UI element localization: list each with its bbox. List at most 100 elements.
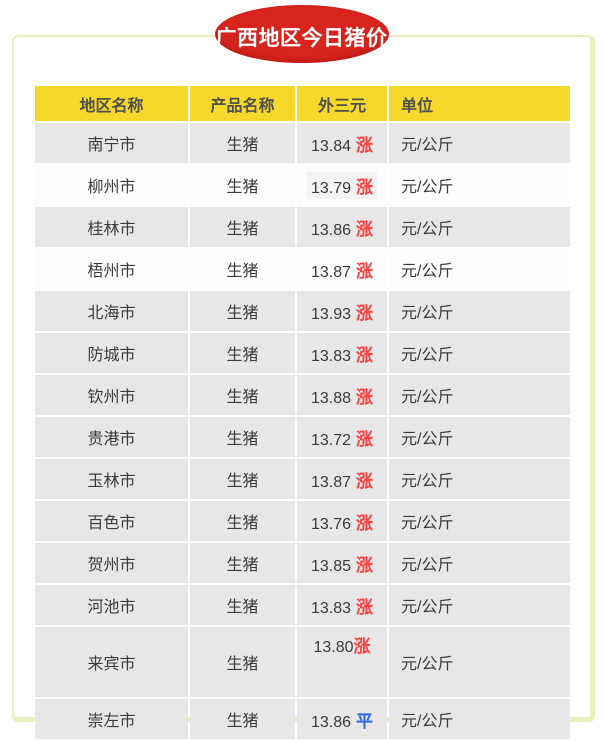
price-cell: 13.86 平 [297, 699, 387, 739]
trend-badge: 涨 [356, 177, 374, 197]
price-value-group: 13.79 涨 [306, 171, 378, 199]
unit-cell: 元/公斤 [389, 543, 570, 583]
unit-cell: 元/公斤 [389, 375, 570, 415]
unit-cell: 元/公斤 [389, 123, 570, 163]
price-value: 13.85 [310, 557, 352, 575]
product-cell: 生猪 [190, 501, 295, 541]
price-value: 13.79 [310, 179, 352, 197]
price-value: 13.76 [310, 515, 352, 533]
trend-badge: 涨 [356, 597, 374, 617]
region-cell: 南宁市 [35, 123, 188, 163]
region-cell: 桂林市 [35, 207, 188, 247]
region-cell: 防城市 [35, 333, 188, 373]
price-table-container: 地区名称 产品名称 外三元 单位 南宁市 生猪 13.84 涨元/公斤 柳州市 生猪 13.79 涨… [33, 84, 572, 741]
trend-badge: 涨 [356, 555, 374, 575]
product-cell: 生猪 [190, 627, 295, 697]
region-cell: 河池市 [35, 585, 188, 625]
price-cell: 13.76 涨 [297, 501, 387, 541]
product-cell: 生猪 [190, 207, 295, 247]
trend-badge: 平 [356, 711, 374, 731]
price-value: 13.80 [313, 639, 354, 656]
unit-cell: 元/公斤 [389, 627, 570, 697]
trend-badge: 涨 [356, 303, 374, 323]
price-value: 13.72 [310, 431, 352, 449]
trend-badge: 涨 [353, 637, 371, 656]
unit-cell: 元/公斤 [389, 291, 570, 331]
price-cell: 13.79 涨 [297, 165, 387, 205]
product-cell: 生猪 [190, 375, 295, 415]
trend-badge: 涨 [356, 471, 374, 491]
price-value-group: 13.83 涨 [311, 593, 373, 618]
region-cell: 柳州市 [35, 165, 188, 205]
column-header-unit: 单位 [389, 86, 570, 121]
region-cell: 钦州市 [35, 375, 188, 415]
page-title: 广西地区今日猪价 [215, 26, 388, 50]
price-value: 13.88 [310, 389, 352, 407]
product-cell: 生猪 [190, 699, 295, 739]
product-cell: 生猪 [190, 249, 295, 289]
price-table: 地区名称 产品名称 外三元 单位 南宁市 生猪 13.84 涨元/公斤 柳州市 生猪 13.79 涨… [33, 84, 572, 741]
price-value: 13.84 [310, 137, 352, 155]
price-value: 13.87 [310, 263, 352, 281]
price-value-group: 13.80涨 [313, 632, 370, 657]
unit-cell: 元/公斤 [389, 165, 570, 205]
trend-badge: 涨 [356, 219, 374, 239]
price-value: 13.83 [310, 599, 352, 617]
price-cell: 13.86 涨 [297, 207, 387, 247]
price-cell: 13.84 涨 [297, 123, 387, 163]
price-value-group: 13.72 涨 [311, 425, 373, 450]
price-value-group: 13.76 涨 [311, 509, 373, 534]
product-cell: 生猪 [190, 165, 295, 205]
region-cell: 梧州市 [35, 249, 188, 289]
price-value-group: 13.93 涨 [311, 299, 373, 324]
price-cell: 13.83 涨 [297, 333, 387, 373]
unit-cell: 元/公斤 [389, 585, 570, 625]
price-cell: 13.85 涨 [297, 543, 387, 583]
price-cell: 13.87 涨 [297, 249, 387, 289]
table-row: 玉林市 生猪 13.87 涨元/公斤 [35, 459, 570, 499]
price-cell: 13.93 涨 [297, 291, 387, 331]
table-row: 防城市 生猪 13.83 涨元/公斤 [35, 333, 570, 373]
price-value-group: 13.84 涨 [311, 131, 373, 156]
trend-badge: 涨 [356, 387, 374, 407]
price-value-group: 13.85 涨 [311, 551, 373, 576]
table-row: 崇左市 生猪 13.86 平元/公斤 [35, 699, 570, 739]
trend-badge: 涨 [356, 513, 374, 533]
region-cell: 贵港市 [35, 417, 188, 457]
title-badge: 广西地区今日猪价 [214, 5, 389, 63]
product-cell: 生猪 [190, 333, 295, 373]
table-row: 南宁市 生猪 13.84 涨元/公斤 [35, 123, 570, 163]
price-table-header: 地区名称 产品名称 外三元 单位 [35, 86, 570, 121]
table-row: 百色市 生猪 13.76 涨元/公斤 [35, 501, 570, 541]
product-cell: 生猪 [190, 585, 295, 625]
table-row: 钦州市 生猪 13.88 涨元/公斤 [35, 375, 570, 415]
column-header-product: 产品名称 [190, 86, 295, 121]
price-value-group: 13.87 涨 [311, 257, 373, 282]
region-cell: 贺州市 [35, 543, 188, 583]
trend-badge: 涨 [356, 261, 374, 281]
price-value: 13.93 [310, 305, 352, 323]
region-cell: 来宾市 [35, 627, 188, 697]
unit-cell: 元/公斤 [389, 207, 570, 247]
region-cell: 百色市 [35, 501, 188, 541]
table-row: 梧州市 生猪 13.87 涨元/公斤 [35, 249, 570, 289]
region-cell: 玉林市 [35, 459, 188, 499]
price-cell: 13.72 涨 [297, 417, 387, 457]
column-header-price: 外三元 [297, 86, 387, 121]
region-cell: 北海市 [35, 291, 188, 331]
column-header-region: 地区名称 [35, 86, 188, 121]
trend-badge: 涨 [356, 429, 374, 449]
product-cell: 生猪 [190, 291, 295, 331]
product-cell: 生猪 [190, 459, 295, 499]
product-cell: 生猪 [190, 417, 295, 457]
price-value-group: 13.83 涨 [311, 341, 373, 366]
product-cell: 生猪 [190, 123, 295, 163]
price-value-group: 13.87 涨 [311, 467, 373, 492]
price-value: 13.87 [310, 473, 352, 491]
table-row: 贵港市 生猪 13.72 涨元/公斤 [35, 417, 570, 457]
table-row: 桂林市 生猪 13.86 涨元/公斤 [35, 207, 570, 247]
trend-badge: 涨 [356, 345, 374, 365]
product-cell: 生猪 [190, 543, 295, 583]
unit-cell: 元/公斤 [389, 333, 570, 373]
